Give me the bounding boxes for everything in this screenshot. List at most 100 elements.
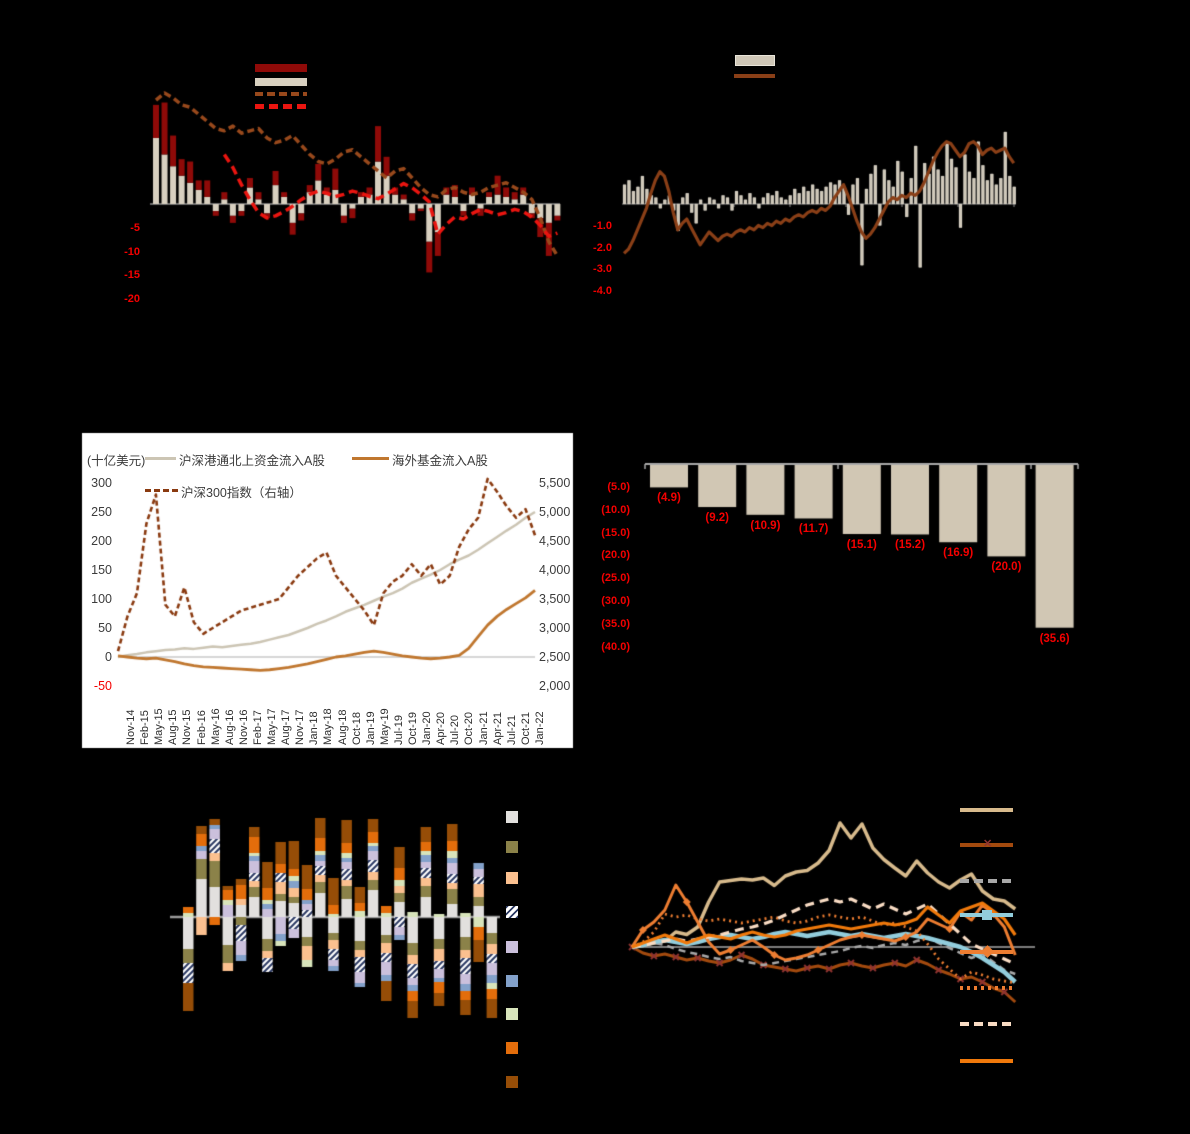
ml-left-tick: 200 [91,534,112,548]
bl-legend-swatch-2 [506,872,518,884]
ml-right-tick: 2,500 [539,650,571,664]
ml-x-label: Feb-15 [139,710,152,745]
csi300-legend-label: 沪深300指数（右轴） [181,486,302,500]
ml-right-tick: 4,000 [539,563,571,577]
mr-bar-label: (35.6) [1039,632,1070,645]
ml-x-label: May-15 [153,708,166,745]
ml-x-label: Feb-16 [195,710,208,745]
ml-right-tick: 3,500 [539,592,571,606]
tl-legend-red-dash [255,104,307,109]
ml-x-label: Jan-20 [421,711,434,745]
ml-left-tick: 100 [91,592,112,606]
ml-x-label: Oct-19 [407,711,420,745]
mr-y-tick: (40.0) [601,640,630,653]
bl-legend-swatch-1 [506,841,518,853]
br-legend-square-marker [982,910,992,920]
ml-x-label: Jul-20 [449,715,462,745]
mr-bar-label: (11.7) [798,523,829,536]
ml-right-tick: 2,000 [539,679,571,693]
ml-x-label: Apr-20 [435,711,448,745]
br-legend-line-7 [960,1059,1013,1063]
tr-legend-brown-line [734,74,775,78]
bl-legend-swatch-7 [506,1042,518,1054]
tr-y-tick: -4.0 [593,284,612,297]
ml-x-label: Jan-21 [477,711,490,745]
mid-left-unit-label: (十亿美元) [87,454,146,468]
ml-left-tick: 150 [91,563,112,577]
ml-x-label: May-19 [378,708,391,745]
ml-x-label: Aug-18 [336,709,349,745]
ml-x-label: Jul-21 [505,715,518,745]
br-legend-line-5 [960,986,1013,990]
ml-x-label: Nov-15 [181,709,194,745]
ml-left-tick: 250 [91,505,112,519]
tr-y-tick: -3.0 [593,263,612,276]
bl-legend-swatch-8 [506,1076,518,1088]
tl-y-tick: -20 [124,293,140,306]
mr-bar-label: (15.2) [894,539,926,552]
ml-x-label: Feb-17 [251,710,264,745]
ml-right-tick: 5,000 [539,505,571,519]
mr-bar-label: (4.9) [657,492,681,505]
br-legend-line-2 [960,879,1013,883]
ml-x-label: May-16 [209,708,222,745]
tl-legend-brown-dash [255,92,307,96]
bl-legend-swatch-4 [506,941,518,953]
mr-y-tick: (35.0) [601,617,630,630]
ml-x-label: Nov-17 [294,709,307,745]
overseas-line-swatch [352,457,389,460]
mr-bar-label: (16.9) [943,547,974,560]
tr-y-tick: -2.0 [593,241,612,254]
ml-x-label: Apr-21 [491,711,504,745]
ml-left-tick: 0 [105,650,112,664]
bl-legend-swatch-5 [506,975,518,987]
br-legend-x-marker: ✕ [983,838,993,850]
mr-y-tick: (20.0) [601,549,630,562]
br-legend-line-1 [960,843,1013,847]
ml-x-label: Oct-21 [519,711,532,745]
ml-x-label: Jan-22 [534,711,546,745]
ml-right-tick: 4,500 [539,534,571,548]
ml-right-tick: 3,000 [539,621,571,635]
ml-x-label: Jan-18 [308,711,321,745]
csi300-dashed-swatch [145,489,178,492]
ml-right-tick: 5,500 [539,476,571,490]
bl-legend-swatch-0 [506,811,518,823]
mr-y-tick: (30.0) [601,595,630,607]
ml-x-label: Jan-19 [364,711,377,745]
overseas-legend-label: 海外基金流入A股 [392,454,488,468]
mr-bar-label: (10.9) [750,519,781,532]
mr-y-tick: (15.0) [601,526,630,539]
mr-bar-label: (15.1) [846,539,877,551]
tl-legend-tan-bar [255,78,307,86]
ml-x-label: Nov-16 [237,709,250,745]
tr-y-tick: -1.0 [593,220,612,232]
ml-x-label: Jul-19 [392,715,405,745]
ml-x-label: Oct-18 [350,711,363,745]
mr-y-tick: (10.0) [601,503,630,516]
mr-bar-label: (20.0) [991,561,1022,574]
br-legend-line-6 [960,1022,1013,1026]
ml-x-label: Aug-15 [167,709,180,745]
ml-left-tick: 50 [98,621,112,635]
mr-bar-label: (9.2) [705,512,730,525]
bl-legend-swatch-3 [506,906,518,918]
tl-legend-darkred-bar [255,64,307,72]
ml-left-tick: 300 [91,476,112,490]
ml-x-label: May-18 [322,708,335,745]
ml-x-label: Nov-14 [125,709,137,745]
ml-x-label: Aug-16 [223,709,236,745]
tl-y-tick: -5 [130,222,140,234]
northbound-line-swatch [145,457,176,460]
bl-legend-swatch-6 [506,1008,518,1020]
mr-y-tick: (25.0) [601,572,630,585]
ml-left-tick: -50 [93,679,112,693]
northbound-legend-label: 沪深港通北上资金流入A股 [179,454,325,468]
ml-x-label: Aug-17 [280,709,293,745]
mr-y-tick: (5.0) [607,481,630,493]
tr-legend-tan-bar [735,55,775,66]
ml-x-label: Oct-20 [463,711,476,745]
tl-y-tick: -15 [124,269,140,282]
